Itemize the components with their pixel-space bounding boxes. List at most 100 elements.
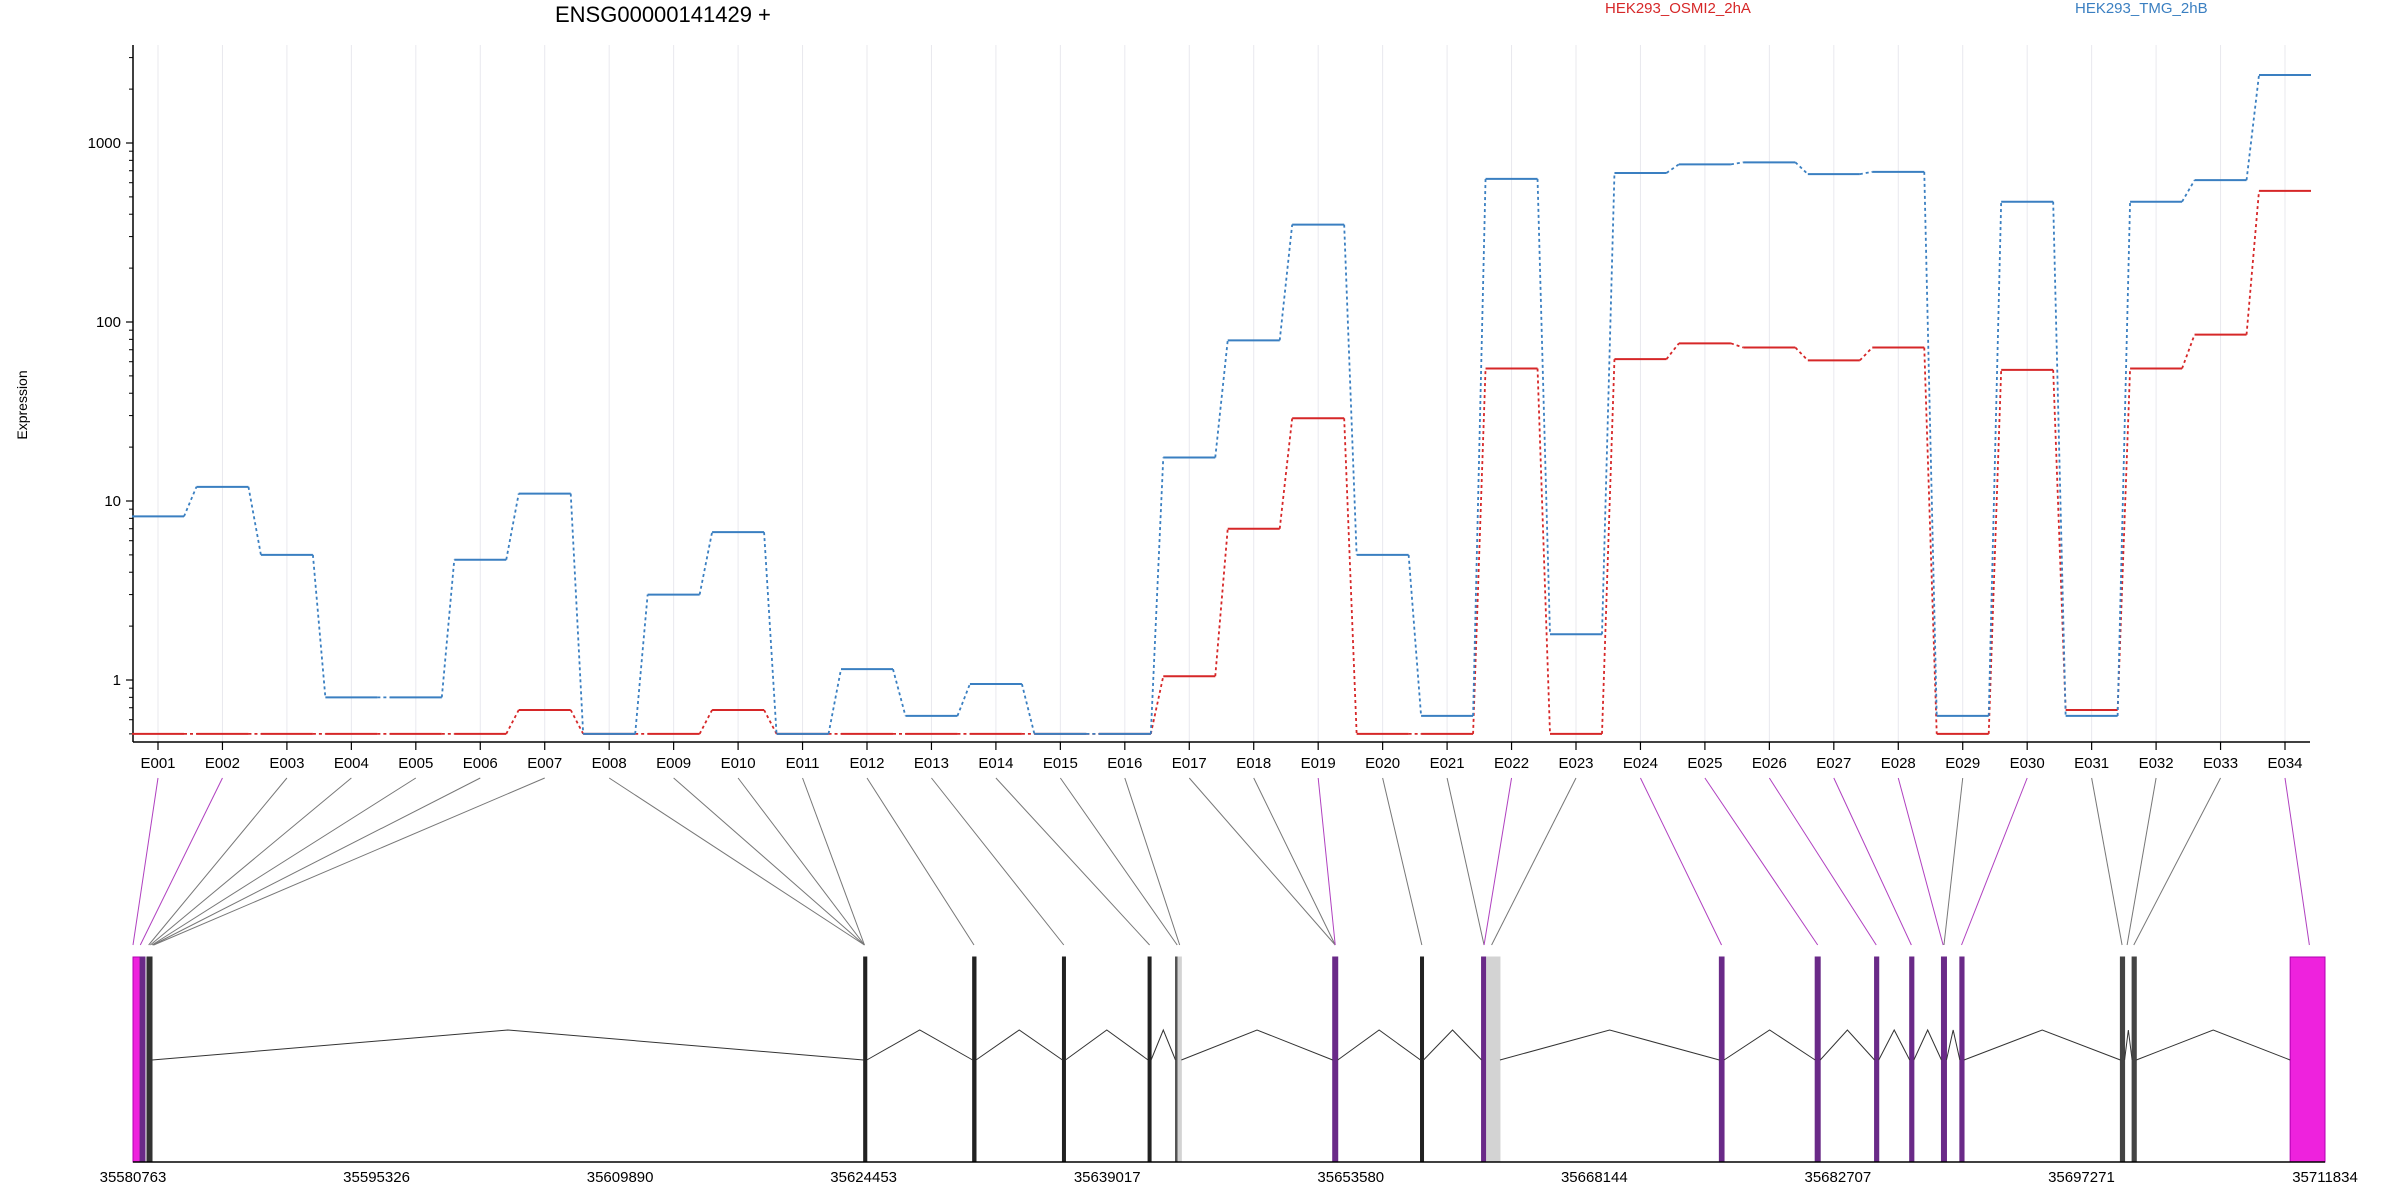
exon-box-20 (2131, 956, 2137, 1163)
x-tick-label-E002: E002 (205, 755, 240, 772)
series-transition (827, 668, 842, 735)
connector-E029 (1943, 777, 1964, 946)
series-transition (312, 554, 327, 698)
series-transition (2116, 368, 2131, 711)
intron-12 (1913, 1028, 1942, 1061)
gene-model (132, 956, 2326, 1163)
x-tick-label-E007: E007 (527, 755, 562, 772)
connector-E017 (1188, 777, 1336, 946)
coordinate-tick-label-0: 35580763 (100, 1169, 167, 1186)
intron-0 (151, 1029, 864, 1061)
series-transition (1343, 224, 1358, 555)
x-tick-label-E021: E021 (1430, 755, 1465, 772)
x-tick-label-E017: E017 (1172, 755, 1207, 772)
series-transition (1923, 347, 1938, 734)
series-transition (892, 668, 907, 717)
exon-box-21 (2289, 956, 2326, 1163)
series-transition (569, 709, 584, 735)
exon-box-13 (1718, 956, 1725, 1163)
x-tick-label-E010: E010 (721, 755, 756, 772)
series-transition (247, 486, 262, 556)
series-transition (2245, 190, 2260, 335)
series-transition (2245, 74, 2260, 181)
exon-box-16 (1909, 956, 1915, 1163)
exon-box-9 (1332, 956, 1339, 1163)
series-transition (1987, 201, 2003, 716)
exon-box-8 (1177, 956, 1182, 1163)
intron-14 (1963, 1029, 2121, 1061)
x-tick-label-E015: E015 (1043, 755, 1078, 772)
series-transition (1536, 178, 1551, 635)
coordinate-tick-label-3: 35624453 (830, 1169, 897, 1186)
connector-E032 (2126, 777, 2157, 946)
series-transition (698, 531, 713, 595)
coordinate-tick-label-9: 35711834 (2292, 1169, 2358, 1186)
exon-box-15 (1874, 956, 1880, 1163)
connector-E018 (1253, 777, 1336, 946)
x-tick-label-E024: E024 (1623, 755, 1658, 772)
x-tick-label-E027: E027 (1816, 755, 1851, 772)
x-tick-label-E004: E004 (334, 755, 369, 772)
x-tick-label-E005: E005 (398, 755, 433, 772)
exon-box-2 (146, 956, 153, 1163)
exon-box-4 (972, 956, 977, 1163)
connector-E025 (1704, 777, 1819, 946)
series-transition (1472, 178, 1487, 716)
gridlines (157, 45, 2286, 742)
coordinate-tick-label-4: 35639017 (1074, 1169, 1141, 1186)
x-tick-label-E009: E009 (656, 755, 691, 772)
connector-E016 (1124, 777, 1181, 946)
connector-E013 (931, 777, 1065, 946)
series-transition (1794, 346, 1809, 362)
series-transition (569, 493, 585, 734)
axes: 1 10 100 1000 E001 E002 E003 E004 E005 E006 E007 E0… (88, 45, 2310, 772)
y-tick-label-1000: 1000 (88, 135, 121, 152)
exon-box-6 (1147, 956, 1152, 1163)
x-tick-label-E006: E006 (463, 755, 498, 772)
connector-E026 (1768, 777, 1877, 946)
connector-E030 (1961, 777, 2028, 946)
series-transition (1923, 171, 1938, 716)
intron-3 (1065, 1029, 1149, 1061)
series-transition (2181, 179, 2196, 203)
series-transition (1021, 683, 1036, 735)
series-transition (763, 709, 778, 735)
series-transition (1214, 340, 1229, 458)
exon-box-3 (863, 956, 868, 1163)
exon-box-19 (2119, 956, 2126, 1163)
series-transition (1601, 172, 1616, 635)
intron-8 (1499, 1029, 1720, 1061)
series-transition (1214, 528, 1229, 677)
x-tick-label-E034: E034 (2267, 755, 2302, 772)
series-transition (1665, 342, 1680, 360)
series-transition (1472, 368, 1487, 734)
connector-E012 (866, 777, 975, 946)
intron-13 (1945, 1029, 1961, 1061)
connector-E022 (1483, 777, 1513, 946)
exon-box-5 (1061, 956, 1066, 1163)
connector-E027 (1833, 777, 1912, 946)
exon-box-11 (1481, 956, 1488, 1163)
x-tick-label-E013: E013 (914, 755, 949, 772)
x-tick-label-E019: E019 (1301, 755, 1336, 772)
connector-E033 (2133, 777, 2221, 946)
series-transition (1149, 457, 1165, 734)
connector-E021 (1446, 777, 1485, 946)
series-transition (1987, 369, 2003, 734)
connector-E003 (148, 777, 288, 946)
series-transition (1536, 368, 1551, 734)
intron-2 (975, 1029, 1063, 1061)
genomic-coordinate-axis: 35580763 35595326 35609890 35624453 35639017… (100, 1161, 2358, 1186)
connector-E004 (150, 777, 352, 946)
series-transition (1149, 676, 1165, 735)
intron-4 (1150, 1028, 1176, 1061)
x-tick-label-E008: E008 (592, 755, 627, 772)
exon-connectors (132, 777, 2310, 946)
series-transition (763, 532, 778, 734)
intron-16 (2136, 1029, 2291, 1061)
connector-E007 (153, 777, 545, 946)
series-transition (1278, 418, 1294, 529)
series-transition (1730, 161, 1744, 166)
connector-E005 (151, 777, 417, 946)
series-transition (956, 683, 971, 717)
